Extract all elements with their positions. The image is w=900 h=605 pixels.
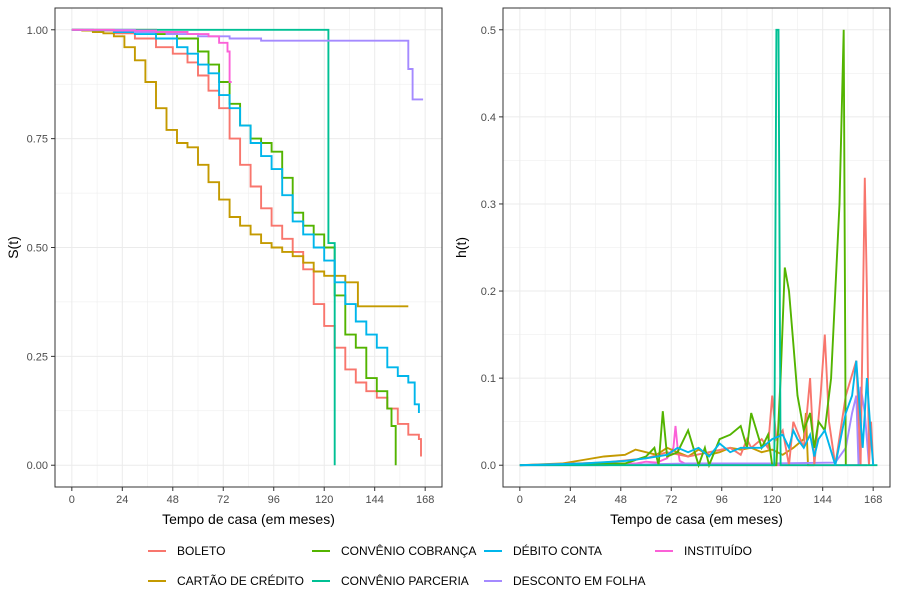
hazard-x-tick-label: 48 — [615, 494, 627, 506]
survival-series-folha — [71, 28, 424, 101]
survival-y-tick-label: 0.75 — [27, 134, 48, 146]
hazard-y-tick-label: 0.1 — [481, 373, 496, 385]
hazard-panel-border — [502, 7, 891, 488]
hazard-y-tick-label: 0.0 — [481, 460, 496, 472]
survival-panel: 0 24 48 72 96 120 144 168 0.00 0.25 0.50 0.75 1.00 Te… — [5, 7, 443, 527]
survival-series-boleto — [71, 28, 422, 457]
legend-item-boleto: BOLETO — [148, 544, 225, 558]
survival-x-tick-label: 72 — [217, 494, 229, 506]
survival-y-tick-label: 0.50 — [27, 243, 48, 255]
hazard-series-cobranca — [519, 29, 847, 469]
hazard-x-axis-title: Tempo de casa (em meses) — [610, 511, 783, 527]
survival-x-tick-label: 0 — [69, 494, 75, 506]
survival-y-tick-label: 0.25 — [27, 351, 48, 363]
legend-label: CONVÊNIO PARCERIA — [341, 573, 469, 588]
survival-x-tick-label: 96 — [268, 494, 280, 506]
hazard-x-tick-label: 0 — [517, 494, 523, 506]
legend-item-folha: DESCONTO EM FOLHA — [484, 574, 645, 588]
survival-y-axis-title: S(t) — [5, 236, 21, 259]
survival-y-tick-label: 0.00 — [27, 460, 48, 472]
hazard-x-tick-label: 72 — [665, 494, 677, 506]
hazard-x-tick-label: 24 — [564, 494, 576, 506]
legend-label: BOLETO — [177, 544, 225, 558]
legend-item-cartao: CARTÃO DE CRÉDITO — [148, 573, 304, 588]
survival-x-tick-label: 120 — [315, 494, 333, 506]
legend-item-cobranca: CONVÊNIO COBRANÇA — [312, 543, 476, 558]
hazard-panel: 0 24 48 72 96 120 144 168 0.0 0.1 0.2 0.3 0.4 0.5 Temp… — [453, 7, 891, 527]
legend: BOLETO CARTÃO DE CRÉDITO CONVÊNIO COBRANÇA… — [148, 543, 752, 588]
hazard-y-tick-label: 0.3 — [481, 199, 496, 211]
hazard-series-parceria — [519, 28, 878, 467]
survival-x-tick-label: 168 — [416, 494, 434, 506]
survival-series-instituido — [71, 28, 232, 83]
survival-series-cobranca — [71, 28, 397, 466]
survival-y-tick-label: 1.00 — [27, 25, 48, 37]
hazard-y-tick-label: 0.4 — [481, 112, 496, 124]
legend-label: DÉBITO CONTA — [513, 543, 602, 558]
legend-label: CARTÃO DE CRÉDITO — [177, 573, 304, 588]
hazard-y-axis-title: h(t) — [453, 237, 469, 258]
hazard-x-tick-label: 144 — [814, 494, 832, 506]
survival-x-axis-title: Tempo de casa (em meses) — [162, 511, 335, 527]
survival-x-tick-label: 48 — [167, 494, 179, 506]
hazard-series-debito — [519, 360, 875, 467]
survival-x-tick-label: 24 — [116, 494, 128, 506]
survival-series-debito — [71, 28, 420, 413]
legend-label: CONVÊNIO COBRANÇA — [341, 543, 476, 558]
hazard-series-cartao — [519, 412, 815, 467]
hazard-x-tick-label: 96 — [716, 494, 728, 506]
survival-series-parceria — [71, 28, 336, 466]
hazard-y-tick-label: 0.2 — [481, 286, 496, 298]
survival-series-cartao — [71, 28, 409, 308]
hazard-y-tick-label: 0.5 — [481, 25, 496, 37]
legend-label: INSTITUÍDO — [684, 543, 752, 558]
hazard-x-tick-label: 120 — [763, 494, 781, 506]
hazard-x-tick-label: 168 — [864, 494, 882, 506]
legend-label: DESCONTO EM FOLHA — [513, 574, 645, 588]
survival-x-tick-label: 144 — [366, 494, 384, 506]
legend-item-parceria: CONVÊNIO PARCERIA — [312, 573, 469, 588]
legend-item-instituido: INSTITUÍDO — [655, 543, 752, 558]
legend-item-debito: DÉBITO CONTA — [484, 543, 602, 558]
